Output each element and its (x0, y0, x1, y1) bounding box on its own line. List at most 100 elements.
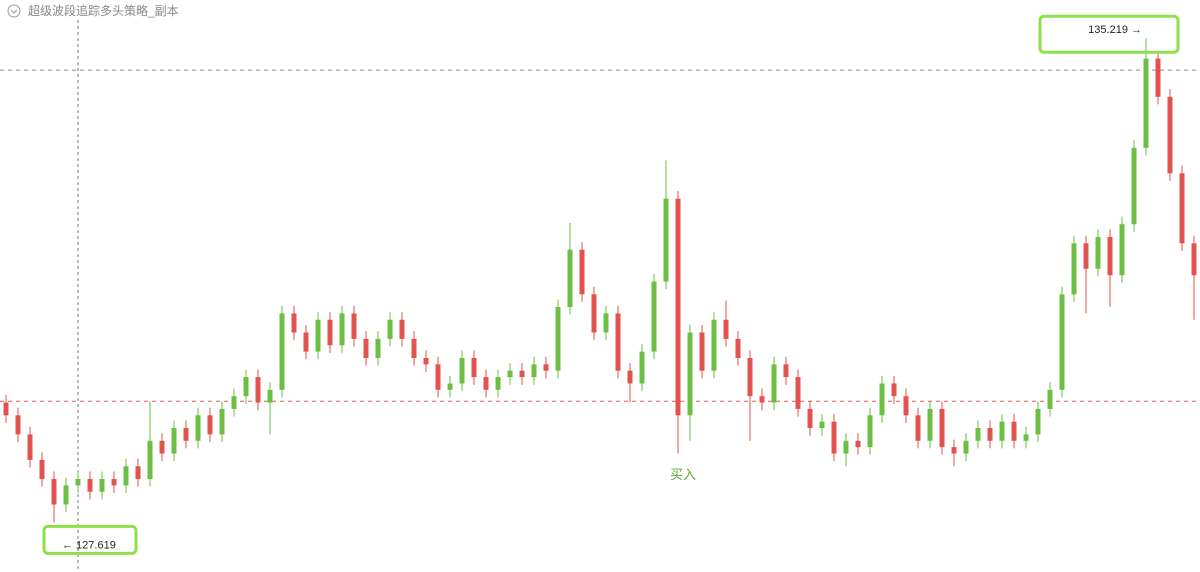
candle-body (987, 428, 993, 441)
candle-body (315, 319, 321, 352)
candle-body (723, 319, 729, 339)
candle-body (219, 408, 225, 435)
candle-body (831, 421, 837, 454)
candle-body (579, 249, 585, 295)
candle-body (687, 332, 693, 416)
candle-body (1035, 408, 1041, 435)
candle-body (651, 281, 657, 352)
candle-body (927, 408, 933, 441)
candle-body (483, 377, 489, 390)
candle-body (231, 396, 237, 409)
candle-body (279, 313, 285, 390)
candle-body (87, 479, 93, 492)
candle-body (699, 332, 705, 371)
candle-body (495, 377, 501, 390)
candle-body (603, 313, 609, 333)
candle-body (1143, 58, 1149, 148)
candle-body (183, 428, 189, 441)
candle-body (327, 319, 333, 346)
candle-body (999, 421, 1005, 441)
candle-body (1119, 224, 1125, 276)
candle-body (339, 313, 345, 346)
candle-body (735, 338, 741, 358)
candle-body (747, 357, 753, 397)
candle-body (591, 294, 597, 333)
candle-body (411, 338, 417, 358)
candle-body (951, 447, 957, 454)
candle-body (135, 466, 141, 480)
signal-label: 买入 (670, 467, 696, 482)
candle-body (171, 428, 177, 454)
candle-body (843, 440, 849, 454)
candle-body (807, 408, 813, 429)
candle-body (147, 440, 153, 480)
collapse-icon[interactable] (7, 4, 21, 18)
candle-body (567, 249, 573, 308)
candle-body (75, 479, 81, 486)
min-annotation-box (42, 524, 138, 555)
candle-body (3, 402, 9, 416)
candle-body (783, 364, 789, 378)
candle-body (855, 440, 861, 448)
candle-body (1083, 243, 1089, 269)
candle-body (1131, 147, 1137, 225)
candle-body (123, 466, 129, 486)
candle-body (387, 319, 393, 339)
candle-body (15, 415, 21, 435)
candle-body (1059, 294, 1065, 390)
candle-body (375, 338, 381, 358)
candle-body (423, 357, 429, 365)
candle-body (351, 313, 357, 339)
max-annotation: 135.219 → (1088, 24, 1142, 36)
candle-body (99, 479, 105, 492)
candle-body (555, 307, 561, 371)
candle-body (195, 415, 201, 441)
candle-body (519, 370, 525, 378)
candle-body (543, 364, 549, 371)
candle-body (471, 357, 477, 378)
candle-body (795, 377, 801, 409)
candle-body (507, 370, 513, 378)
candle-body (711, 319, 717, 371)
candle-body (663, 198, 669, 282)
candle-body (243, 377, 249, 397)
candle-body (459, 357, 465, 384)
candle-body (447, 383, 453, 390)
candle-body (963, 440, 969, 454)
candle-body (399, 319, 405, 339)
candle-body (891, 383, 897, 397)
candle-body (303, 332, 309, 352)
candle-body (111, 479, 117, 486)
candle-body (27, 434, 33, 460)
candle-body (759, 396, 765, 403)
candle-body (1095, 236, 1101, 269)
candle-body (1179, 173, 1185, 244)
collapse-chevron (10, 9, 18, 14)
candle-body (879, 383, 885, 416)
candle-body (639, 351, 645, 384)
candle-body (903, 396, 909, 416)
candle-body (363, 338, 369, 358)
candle-body (291, 313, 297, 333)
candle-body (1071, 243, 1077, 295)
candle-body (939, 408, 945, 448)
candle-body (771, 364, 777, 403)
candle-body (975, 428, 981, 441)
candle-body (267, 389, 273, 403)
candle-body (615, 313, 621, 371)
candle-body (207, 415, 213, 435)
candle-body (1155, 58, 1161, 97)
candle-body (63, 485, 69, 505)
candle-body (1191, 243, 1197, 276)
min-annotation: ← 127.619 (62, 539, 116, 551)
candle-body (819, 421, 825, 429)
max-annotation-box (1038, 14, 1180, 54)
candle-body (1167, 96, 1173, 174)
chart-title: 超级波段追踪多头策略_副本 (28, 3, 179, 18)
candle-body (675, 198, 681, 416)
candle-body (867, 415, 873, 448)
candle-body (1023, 434, 1029, 441)
candle-body (435, 364, 441, 390)
